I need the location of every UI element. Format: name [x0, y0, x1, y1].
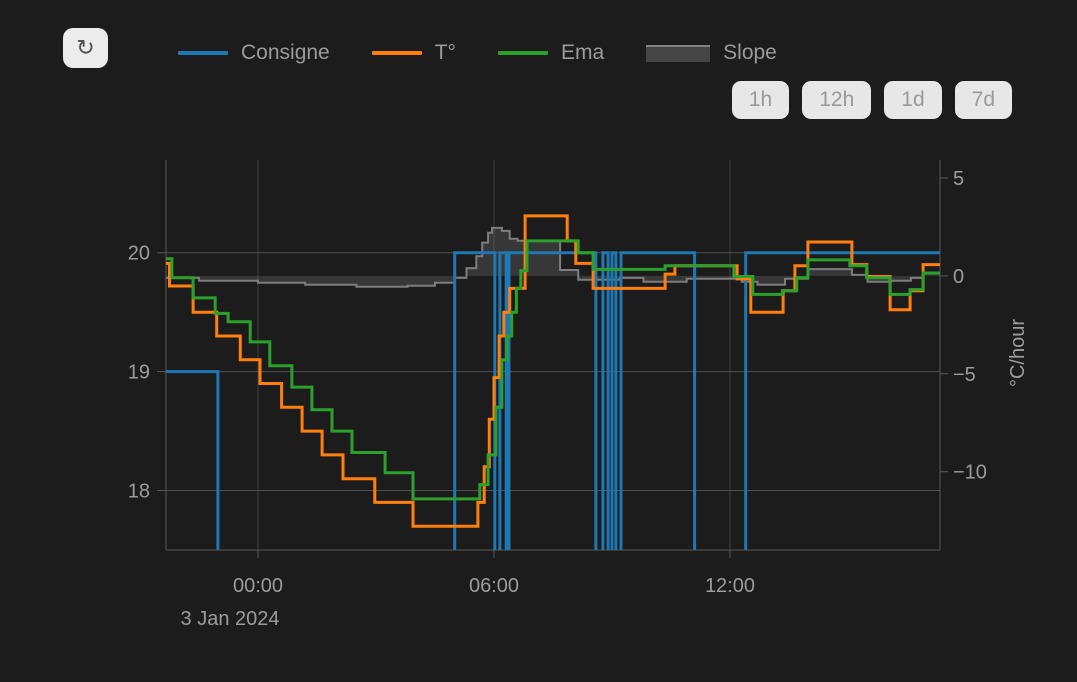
legend-label: Consigne [241, 41, 330, 64]
range-button-12h[interactable]: 12h [802, 81, 872, 119]
right-tick-label: −10 [953, 462, 987, 484]
left-tick-label: 18 [128, 481, 150, 503]
legend-item-slope[interactable]: Slope [646, 41, 777, 65]
series-temperature-line [166, 214, 940, 528]
legend-item-temperature[interactable]: T° [371, 41, 456, 65]
left-tick-label: 19 [128, 362, 150, 384]
right-tick-label: −5 [953, 364, 976, 386]
left-tick-label: 20 [128, 243, 150, 265]
legend-item-ema[interactable]: Ema [497, 41, 605, 65]
legend-label: T° [434, 41, 456, 64]
series-ema-line [166, 239, 940, 501]
range-button-1d[interactable]: 1d [884, 81, 942, 119]
chart-legend: Consigne T° Ema Slope [178, 40, 777, 66]
range-button-7d[interactable]: 7d [954, 81, 1012, 119]
slope-area-swatch [646, 44, 711, 62]
series-consigne-line [166, 251, 940, 550]
x-axis-date-label: 3 Jan 2024 [181, 608, 280, 630]
right-axis-title: °C/hour [1007, 319, 1029, 387]
legend-label: Slope [723, 41, 777, 64]
x-tick-label: 06:00 [469, 575, 519, 597]
x-tick-label: 00:00 [233, 575, 283, 597]
time-range-buttons: 1h 12h 1d 7d [731, 81, 1012, 119]
series-slope-line [166, 226, 940, 288]
right-tick-label: 0 [953, 266, 964, 288]
slope-area-fill [166, 227, 940, 287]
right-tick-label: 5 [953, 168, 964, 190]
range-button-1h[interactable]: 1h [731, 81, 790, 119]
x-tick-label: 12:00 [705, 575, 755, 597]
consigne-line-swatch [178, 51, 228, 55]
plot-area[interactable] [166, 214, 940, 556]
ema-line-swatch [497, 51, 548, 55]
legend-item-consigne[interactable]: Consigne [178, 41, 330, 65]
refresh-icon: ↻ [76, 36, 95, 61]
legend-label: Ema [560, 41, 605, 64]
temperature-line-swatch [371, 51, 422, 55]
refresh-button[interactable]: ↻ [63, 28, 108, 68]
